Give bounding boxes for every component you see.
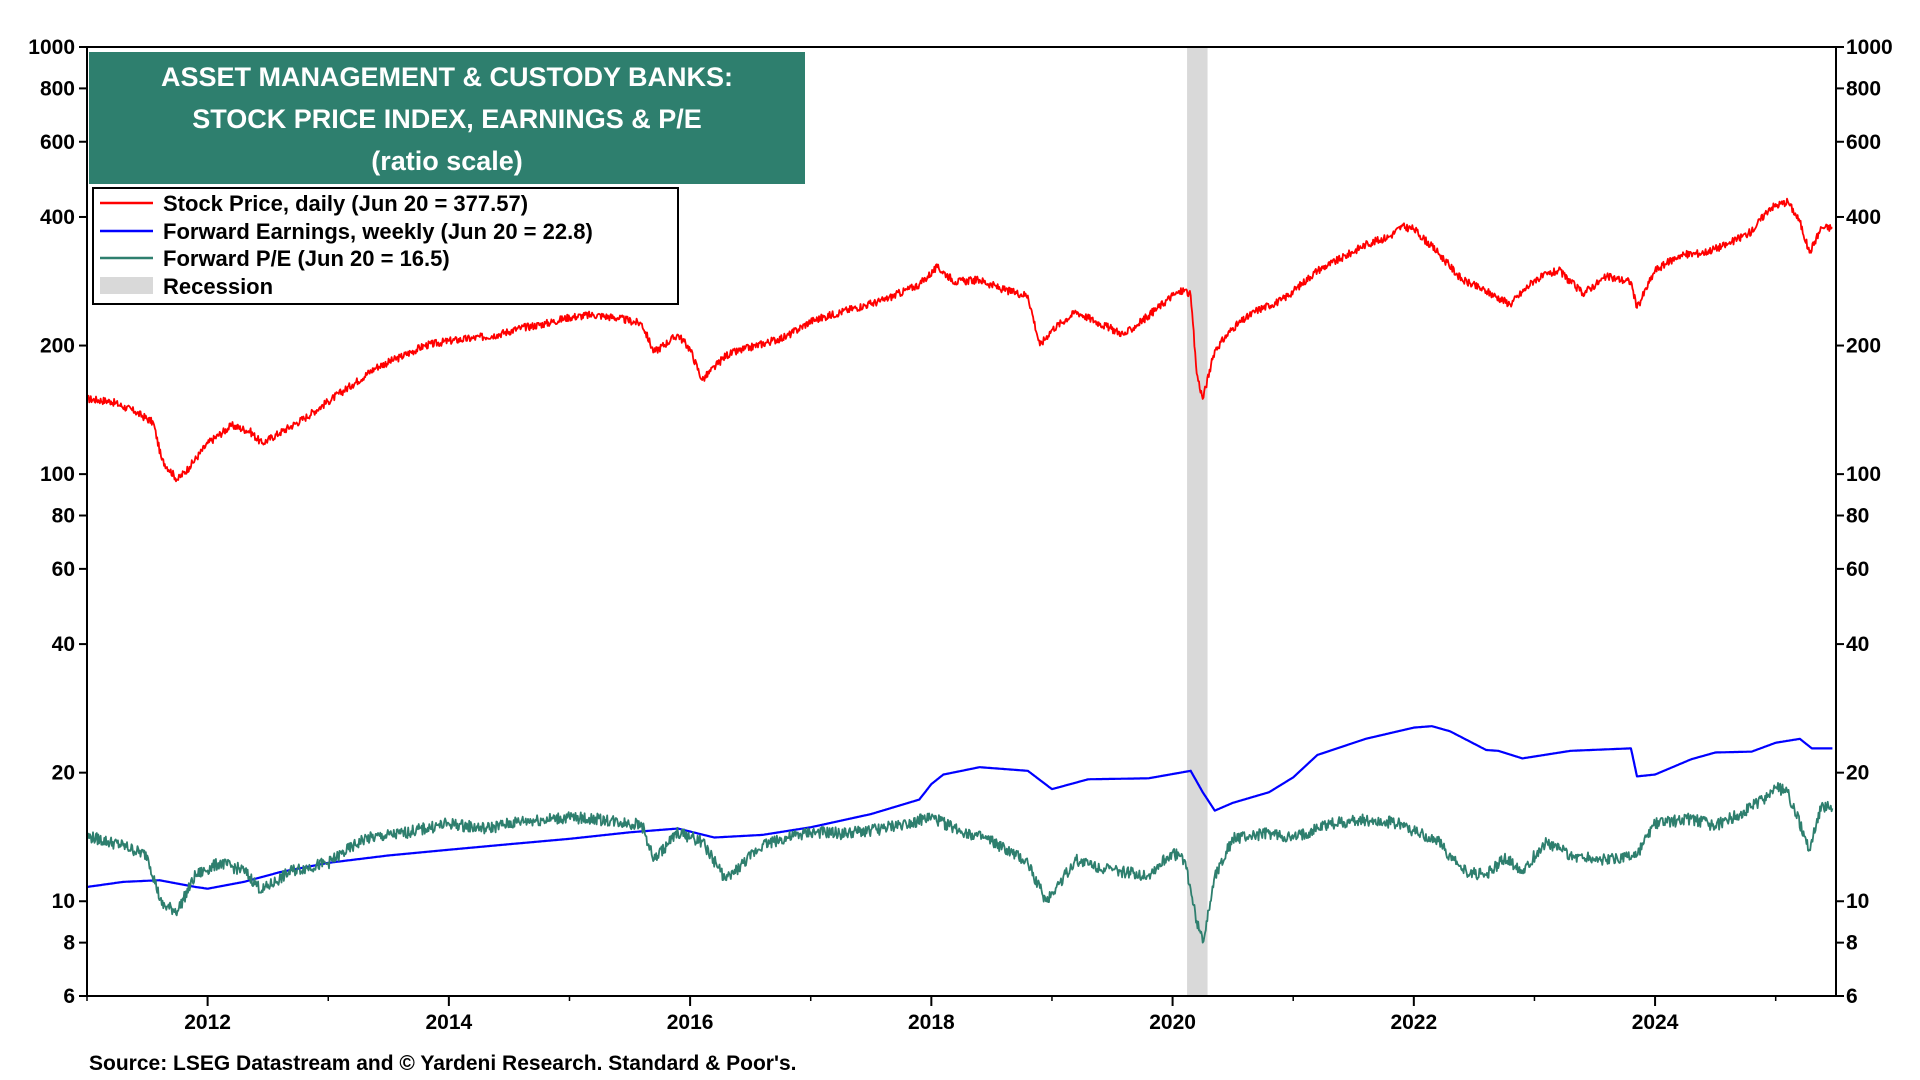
y-tick-label-left-4: 200: [40, 335, 75, 358]
y-tick-label-right-12: 6: [1846, 985, 1858, 1008]
title-line-2: STOCK PRICE INDEX, EARNINGS & P/E: [192, 104, 702, 134]
legend-swatch-recession: [100, 277, 153, 294]
y-tick-label-left-7: 60: [52, 558, 75, 581]
title-box: ASSET MANAGEMENT & CUSTODY BANKS: STOCK …: [89, 52, 805, 184]
y-tick-label-left-2: 600: [40, 131, 75, 154]
legend: Stock Price, daily (Jun 20 = 377.57) For…: [92, 187, 679, 305]
series-layer: [86, 197, 1834, 944]
y-tick-label-right-7: 60: [1846, 558, 1869, 581]
x-tick-label-1: 2014: [426, 1011, 473, 1034]
y-tick-label-right-5: 100: [1846, 463, 1881, 486]
y-tick-label-right-1: 800: [1846, 77, 1881, 100]
y-tick-label-right-8: 40: [1846, 633, 1869, 656]
series-line-0: [86, 197, 1833, 483]
y-tick-label-right-9: 20: [1846, 762, 1869, 785]
y-tick-label-left-12: 6: [63, 985, 75, 1008]
legend-label-recession: Recession: [163, 274, 273, 299]
y-tick-label-right-2: 600: [1846, 131, 1881, 154]
y-tick-label-left-10: 10: [52, 890, 75, 913]
x-tick-label-5: 2022: [1390, 1011, 1437, 1034]
series-line-1: [86, 725, 1833, 890]
y-tick-label-left-0: 1000: [28, 36, 75, 59]
y-tick-label-right-11: 8: [1846, 932, 1858, 955]
legend-label-forward-pe: Forward P/E (Jun 20 = 16.5): [163, 246, 450, 271]
y-tick-label-right-3: 400: [1846, 206, 1881, 229]
y-tick-label-left-3: 400: [40, 206, 75, 229]
title-line-3: (ratio scale): [371, 146, 523, 176]
legend-label-forward-earnings: Forward Earnings, weekly (Jun 20 = 22.8): [163, 219, 593, 244]
legend-label-stock-price: Stock Price, daily (Jun 20 = 377.57): [163, 191, 528, 216]
source-note: Source: LSEG Datastream and © Yardeni Re…: [89, 1052, 796, 1075]
x-tick-label-4: 2020: [1149, 1011, 1196, 1034]
y-tick-label-right-4: 200: [1846, 335, 1881, 358]
recession-layer: [1187, 47, 1208, 996]
tick-layer: 1000 1000 800 800 600 600 400 400 200 200 100 100 80…: [28, 36, 1892, 1034]
y-tick-label-right-6: 80: [1846, 505, 1869, 528]
legend-box: [92, 187, 679, 305]
title-line-1: ASSET MANAGEMENT & CUSTODY BANKS:: [161, 62, 733, 92]
x-tick-label-2: 2016: [667, 1011, 714, 1034]
plot-frame: [86, 46, 1837, 997]
y-tick-label-right-0: 1000: [1846, 36, 1893, 59]
y-tick-label-right-10: 10: [1846, 890, 1869, 913]
series-line-2: [86, 782, 1834, 944]
y-tick-label-left-8: 40: [52, 633, 75, 656]
title-background: [89, 52, 805, 184]
recession-band-0: [1187, 47, 1208, 996]
y-tick-label-left-11: 8: [63, 932, 75, 955]
x-tick-label-3: 2018: [908, 1011, 955, 1034]
y-tick-label-left-1: 800: [40, 77, 75, 100]
y-tick-label-left-6: 80: [52, 505, 75, 528]
x-tick-label-6: 2024: [1632, 1011, 1679, 1034]
y-tick-label-left-9: 20: [52, 762, 75, 785]
x-tick-label-0: 2012: [184, 1011, 231, 1034]
y-tick-label-left-5: 100: [40, 463, 75, 486]
